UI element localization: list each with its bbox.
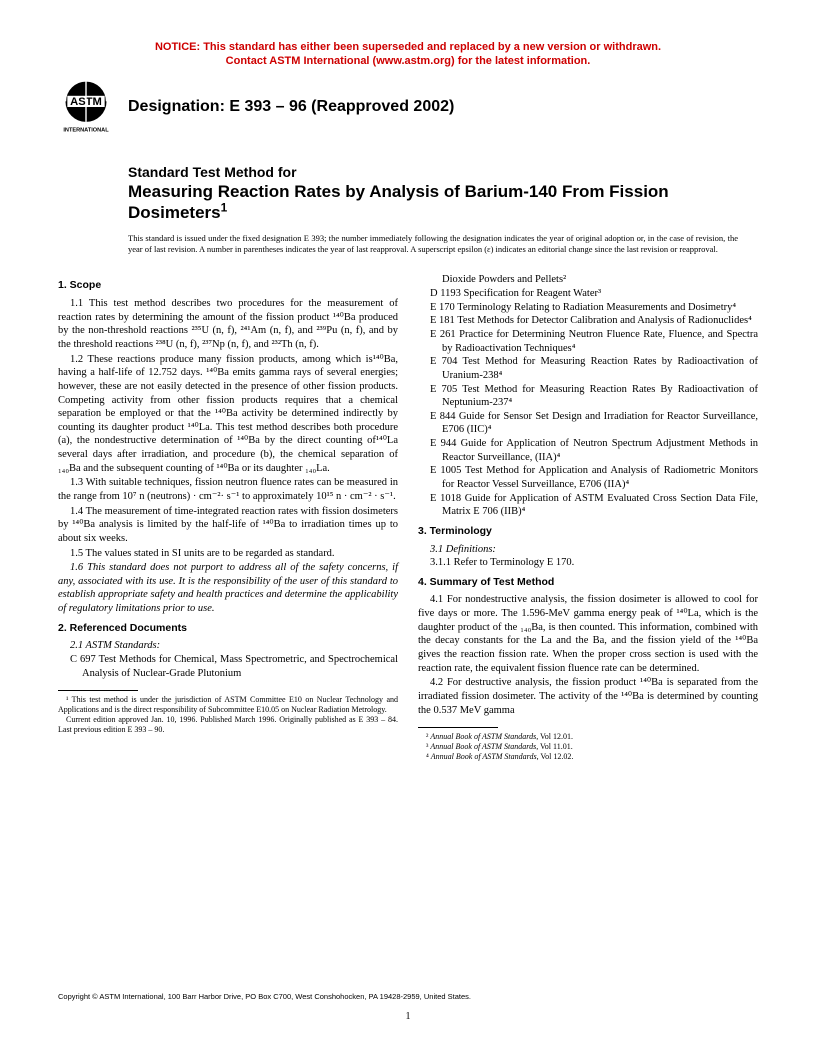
notice-line1: NOTICE: This standard has either been su… xyxy=(155,41,661,53)
term-3-1-1: 3.1.1 Refer to Terminology E 170. xyxy=(418,556,758,570)
summary-4-2: 4.2 For destructive analysis, the fissio… xyxy=(418,676,758,717)
ref-e181: E 181 Test Methods for Detector Calibrat… xyxy=(418,314,758,328)
terminology-head: 3. Terminology xyxy=(418,525,758,539)
header-row: ASTM INTERNATIONAL Designation: E 393 – … xyxy=(58,79,758,135)
summary-head: 4. Summary of Test Method xyxy=(418,576,758,590)
footnote-3: ³ Annual Book of ASTM Standards, Vol 11.… xyxy=(418,742,758,752)
ref-e944: E 944 Guide for Application of Neutron S… xyxy=(418,437,758,464)
right-column: Dioxide Powders and Pellets² D 1193 Spec… xyxy=(418,273,758,762)
title-prefix: Standard Test Method for xyxy=(128,163,758,181)
scope-1-3: 1.3 With suitable techniques, fission ne… xyxy=(58,476,398,503)
footnote-4: ⁴ Annual Book of ASTM Standards, Vol 12.… xyxy=(418,752,758,762)
footnote-1b: Current edition approved Jan. 10, 1996. … xyxy=(58,715,398,735)
body-columns: 1. Scope 1.1 This test method describes … xyxy=(58,273,758,762)
astm-logo: ASTM INTERNATIONAL xyxy=(58,79,114,135)
scope-1-5: 1.5 The values stated in SI units are to… xyxy=(58,547,398,561)
notice-banner: NOTICE: This standard has either been su… xyxy=(58,40,758,69)
footnote-1a: ¹ This test method is under the jurisdic… xyxy=(58,695,398,715)
ref-e704: E 704 Test Method for Measuring Reaction… xyxy=(418,355,758,382)
scope-1-2: 1.2 These reactions produce many fission… xyxy=(58,353,398,476)
title-superscript: 1 xyxy=(221,200,228,214)
page-number: 1 xyxy=(0,1011,816,1022)
ref-e1005: E 1005 Test Method for Application and A… xyxy=(418,464,758,491)
referenced-sub: 2.1 ASTM Standards: xyxy=(58,639,398,653)
ref-c697-cont: Dioxide Powders and Pellets² xyxy=(418,273,758,287)
issuance-note: This standard is issued under the fixed … xyxy=(128,233,758,255)
notice-line2: Contact ASTM International (www.astm.org… xyxy=(226,55,591,67)
scope-head: 1. Scope xyxy=(58,279,398,293)
ref-e705: E 705 Test Method for Measuring Reaction… xyxy=(418,383,758,410)
left-column: 1. Scope 1.1 This test method describes … xyxy=(58,273,398,762)
ref-e844: E 844 Guide for Sensor Set Design and Ir… xyxy=(418,410,758,437)
title-block: Standard Test Method for Measuring React… xyxy=(128,163,758,224)
referenced-head: 2. Referenced Documents xyxy=(58,622,398,636)
footnote-rule-right xyxy=(418,727,498,728)
designation-text: Designation: E 393 – 96 (Reapproved 2002… xyxy=(128,98,454,116)
title-main: Measuring Reaction Rates by Analysis of … xyxy=(128,181,758,224)
ref-e1018: E 1018 Guide for Application of ASTM Eva… xyxy=(418,492,758,519)
title-main-text: Measuring Reaction Rates by Analysis of … xyxy=(128,182,669,222)
footnote-2: ² Annual Book of ASTM Standards, Vol 12.… xyxy=(418,732,758,742)
ref-e261: E 261 Practice for Determining Neutron F… xyxy=(418,328,758,355)
ref-e170: E 170 Terminology Relating to Radiation … xyxy=(418,301,758,315)
footnote-rule-left xyxy=(58,690,138,691)
scope-1-4: 1.4 The measurement of time-integrated r… xyxy=(58,505,398,546)
ref-d1193: D 1193 Specification for Reagent Water³ xyxy=(418,287,758,301)
scope-1-1: 1.1 This test method describes two proce… xyxy=(58,297,398,352)
copyright-line: Copyright © ASTM International, 100 Barr… xyxy=(58,992,471,1001)
svg-text:INTERNATIONAL: INTERNATIONAL xyxy=(63,127,109,133)
term-3-1: 3.1 Definitions: xyxy=(418,543,758,557)
scope-1-6: 1.6 This standard does not purport to ad… xyxy=(58,561,398,616)
summary-4-1: 4.1 For nondestructive analysis, the fis… xyxy=(418,593,758,675)
ref-c697: C 697 Test Methods for Chemical, Mass Sp… xyxy=(58,653,398,680)
